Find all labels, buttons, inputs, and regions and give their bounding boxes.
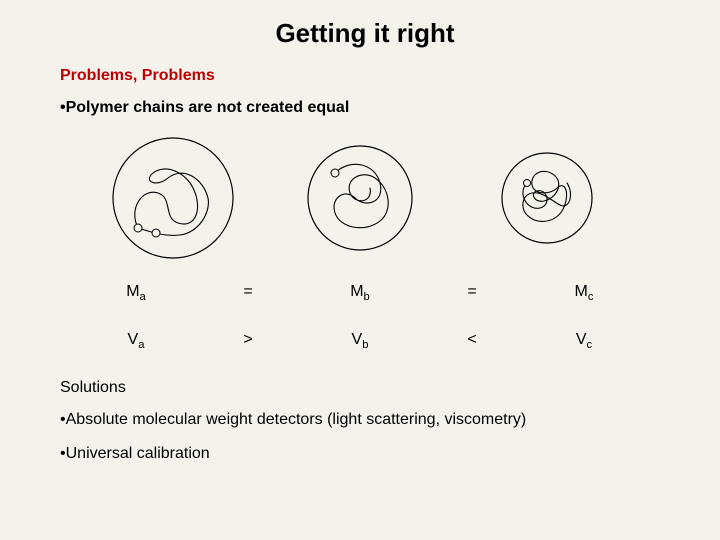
slide: Getting it right Problems, Problems •Pol… (0, 0, 720, 540)
rel-Vb: Vb (304, 331, 416, 351)
rel-gt: > (192, 331, 304, 349)
relation-row-volume: Va > Vb < Vc (80, 331, 640, 351)
diagrams-row (80, 133, 640, 263)
rel-Ma: Ma (80, 283, 192, 303)
bullet-text: Polymer chains are not created equal (66, 99, 350, 116)
rel-Vc: Vc (528, 331, 640, 351)
solutions-heading: Solutions (60, 379, 670, 397)
relation-row-mass: Ma = Mb = Mc (80, 283, 640, 303)
rel-Va: Va (80, 331, 192, 351)
diagram-chain-a (108, 133, 238, 263)
diagram-chain-b (295, 133, 425, 263)
bullet-universal-calibration: •Universal calibration (60, 445, 670, 463)
rel-Mb: Mb (304, 283, 416, 303)
problems-heading: Problems, Problems (60, 67, 670, 85)
diagram-chain-c (482, 133, 612, 263)
rel-Mc: Mc (528, 283, 640, 303)
relations-table: Ma = Mb = Mc Va > Vb < Vc (80, 283, 640, 351)
bullet-polymer-chains: •Polymer chains are not created equal (60, 99, 670, 117)
rel-eq2: = (416, 283, 528, 301)
slide-title: Getting it right (60, 18, 670, 49)
bullet-text: Absolute molecular weight detectors (lig… (66, 411, 527, 428)
bullet-text: Universal calibration (66, 445, 210, 462)
bullet-detectors: •Absolute molecular weight detectors (li… (60, 411, 670, 429)
rel-eq1: = (192, 283, 304, 301)
rel-lt: < (416, 331, 528, 349)
